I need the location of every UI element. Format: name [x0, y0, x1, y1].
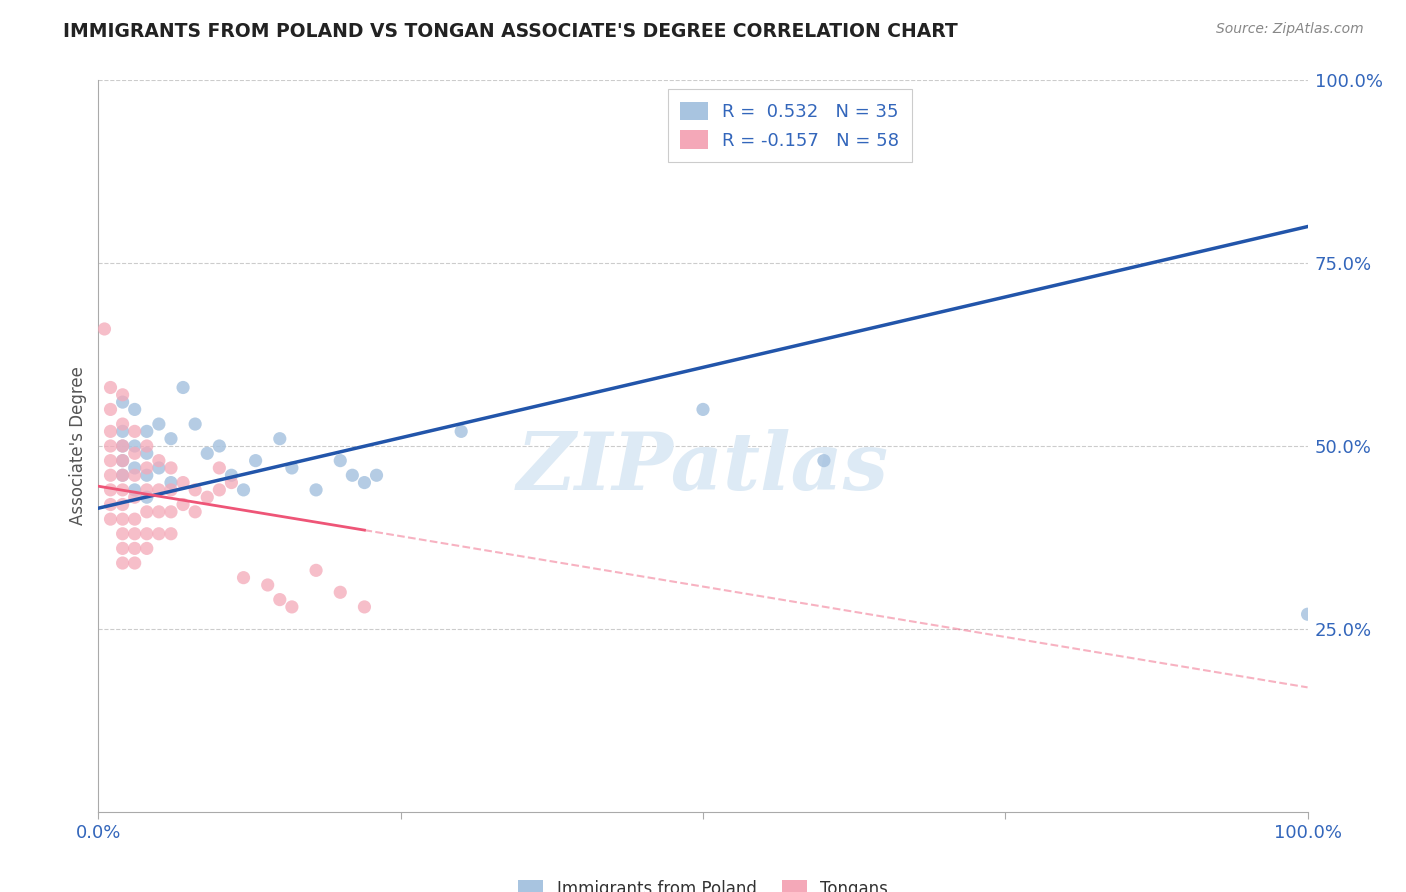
Text: IMMIGRANTS FROM POLAND VS TONGAN ASSOCIATE'S DEGREE CORRELATION CHART: IMMIGRANTS FROM POLAND VS TONGAN ASSOCIA… [63, 22, 957, 41]
Point [124, 425, 146, 439]
Point [172, 498, 194, 512]
Point [111, 453, 134, 467]
Point [100, 453, 122, 467]
Point [305, 563, 328, 577]
Point [135, 461, 157, 475]
Point [111, 417, 134, 431]
Point [111, 498, 134, 512]
Point [135, 526, 157, 541]
Point [124, 439, 146, 453]
Point [245, 453, 267, 467]
Point [195, 490, 218, 504]
Point [148, 483, 170, 497]
Point [1296, 607, 1319, 622]
Point [135, 425, 157, 439]
Point [148, 453, 170, 467]
Point [160, 461, 183, 475]
Point [111, 388, 134, 402]
Point [124, 490, 146, 504]
Point [329, 453, 352, 467]
Point [111, 395, 134, 409]
Point [135, 541, 157, 556]
Point [221, 475, 243, 490]
Point [195, 446, 218, 460]
Point [100, 425, 122, 439]
Point [100, 498, 122, 512]
Point [221, 468, 243, 483]
Point [124, 512, 146, 526]
Point [160, 526, 183, 541]
Point [100, 380, 122, 394]
Point [148, 505, 170, 519]
Point [269, 432, 291, 446]
Point [208, 461, 231, 475]
Point [111, 512, 134, 526]
Point [135, 505, 157, 519]
Point [124, 526, 146, 541]
Point [172, 380, 194, 394]
Point [281, 599, 304, 614]
Point [184, 417, 207, 431]
Point [111, 439, 134, 453]
Point [100, 483, 122, 497]
Point [172, 475, 194, 490]
Point [111, 483, 134, 497]
Point [692, 402, 714, 417]
Point [281, 461, 304, 475]
Point [256, 578, 278, 592]
Point [208, 439, 231, 453]
Point [353, 475, 375, 490]
Point [184, 505, 207, 519]
Text: Source: ZipAtlas.com: Source: ZipAtlas.com [1216, 22, 1364, 37]
Y-axis label: Associate's Degree: Associate's Degree [69, 367, 87, 525]
Point [232, 483, 254, 497]
Point [135, 483, 157, 497]
Point [135, 446, 157, 460]
Point [813, 453, 835, 467]
Point [124, 468, 146, 483]
Point [305, 483, 328, 497]
Point [124, 483, 146, 497]
Point [100, 512, 122, 526]
Point [111, 453, 134, 467]
Point [160, 475, 183, 490]
Point [135, 439, 157, 453]
Point [124, 556, 146, 570]
Point [135, 468, 157, 483]
Point [269, 592, 291, 607]
Point [329, 585, 352, 599]
Point [208, 483, 231, 497]
Point [111, 468, 134, 483]
Point [124, 541, 146, 556]
Point [111, 425, 134, 439]
Point [124, 461, 146, 475]
Point [100, 439, 122, 453]
Point [135, 490, 157, 504]
Point [148, 461, 170, 475]
Point [366, 468, 388, 483]
Point [160, 432, 183, 446]
Point [124, 402, 146, 417]
Point [342, 468, 364, 483]
Point [100, 468, 122, 483]
Point [111, 526, 134, 541]
Point [160, 483, 183, 497]
Point [232, 571, 254, 585]
Point [111, 468, 134, 483]
Point [111, 556, 134, 570]
Point [184, 483, 207, 497]
Point [148, 417, 170, 431]
Point [450, 425, 472, 439]
Point [124, 446, 146, 460]
Point [353, 599, 375, 614]
Point [160, 505, 183, 519]
Point [100, 402, 122, 417]
Point [111, 541, 134, 556]
Point [93, 322, 115, 336]
Legend: Immigrants from Poland, Tongans: Immigrants from Poland, Tongans [510, 871, 896, 892]
Point [111, 439, 134, 453]
Text: ZIPatlas: ZIPatlas [517, 429, 889, 507]
Point [148, 526, 170, 541]
